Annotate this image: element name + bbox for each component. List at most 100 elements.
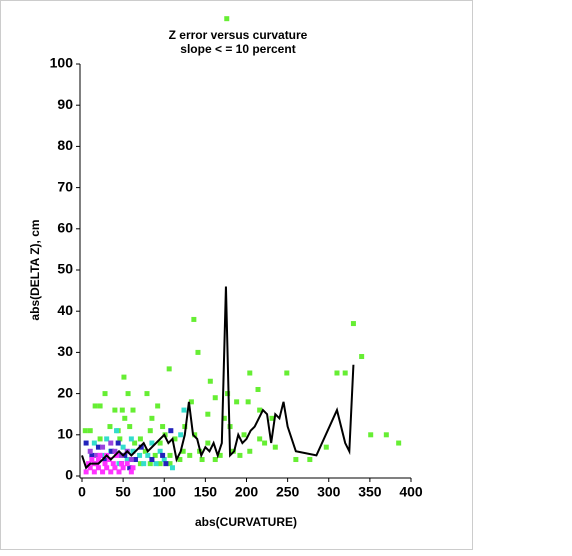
point — [121, 374, 127, 380]
point — [307, 457, 313, 463]
point — [205, 411, 211, 417]
point — [172, 436, 178, 442]
point — [102, 391, 108, 397]
point — [100, 469, 106, 475]
y-tick-label: 10 — [57, 426, 73, 442]
x-tick-label: 200 — [235, 484, 259, 500]
point — [87, 428, 93, 434]
point — [100, 444, 106, 450]
point — [237, 452, 243, 458]
point — [83, 440, 89, 446]
point — [157, 448, 163, 454]
point — [205, 440, 211, 446]
point — [89, 452, 95, 458]
point — [160, 452, 166, 458]
point — [108, 469, 114, 475]
point — [138, 444, 144, 450]
point — [157, 440, 163, 446]
point — [217, 452, 223, 458]
point — [241, 432, 247, 438]
point — [91, 469, 97, 475]
point — [124, 457, 130, 463]
point — [257, 407, 263, 413]
point — [149, 440, 155, 446]
point — [120, 465, 126, 471]
point — [110, 461, 116, 467]
point — [187, 452, 193, 458]
point — [118, 461, 124, 467]
point — [359, 354, 365, 360]
y-tick-label: 100 — [50, 55, 74, 71]
point — [132, 457, 138, 463]
point — [152, 452, 158, 458]
point — [178, 432, 184, 438]
point — [89, 457, 95, 463]
point — [132, 440, 138, 446]
point — [207, 378, 213, 384]
point — [192, 432, 198, 438]
point — [86, 461, 92, 467]
point — [91, 440, 97, 446]
point — [167, 461, 173, 467]
point — [130, 465, 136, 471]
chart-title: Z error versus curvature — [169, 28, 308, 42]
point — [168, 428, 174, 434]
point — [383, 432, 389, 438]
point — [97, 403, 103, 409]
x-axis-label: abs(CURVATURE) — [195, 515, 297, 529]
y-tick-label: 40 — [57, 302, 73, 318]
point — [224, 16, 230, 22]
point — [109, 448, 115, 454]
x-tick-label: 350 — [358, 484, 382, 500]
x-tick-label: 400 — [399, 484, 423, 500]
frame — [0, 0, 473, 550]
y-axis-label: abs(DELTA Z), cm — [28, 219, 42, 320]
point — [112, 407, 118, 413]
point — [115, 440, 121, 446]
point — [116, 469, 122, 475]
point — [92, 403, 98, 409]
point — [95, 457, 101, 463]
point — [323, 444, 329, 450]
point — [191, 316, 197, 322]
point — [114, 452, 120, 458]
point — [269, 415, 275, 421]
x-tick-label: 50 — [115, 484, 131, 500]
point — [262, 440, 268, 446]
point — [122, 452, 128, 458]
point — [155, 403, 161, 409]
point — [128, 436, 134, 442]
x-tick-label: 250 — [276, 484, 300, 500]
point — [83, 469, 89, 475]
y-tick-label: 90 — [57, 96, 73, 112]
point — [120, 444, 126, 450]
x-tick-label: 0 — [78, 484, 86, 500]
x-tick-label: 100 — [153, 484, 177, 500]
point — [212, 395, 218, 401]
point — [255, 386, 261, 392]
y-tick-label: 70 — [57, 178, 73, 194]
point — [108, 440, 114, 446]
point — [167, 452, 173, 458]
point — [188, 399, 194, 405]
point — [157, 461, 163, 467]
point — [181, 407, 187, 413]
point — [122, 415, 128, 421]
point — [102, 461, 108, 467]
point — [160, 424, 166, 430]
point — [117, 436, 123, 442]
point — [368, 432, 374, 438]
point — [161, 457, 167, 463]
point — [199, 457, 205, 463]
point — [95, 444, 101, 450]
point — [149, 457, 155, 463]
point — [124, 461, 130, 467]
point — [106, 457, 112, 463]
point — [82, 428, 88, 434]
point — [119, 407, 125, 413]
point — [334, 370, 340, 376]
point — [127, 424, 133, 430]
point — [147, 461, 153, 467]
